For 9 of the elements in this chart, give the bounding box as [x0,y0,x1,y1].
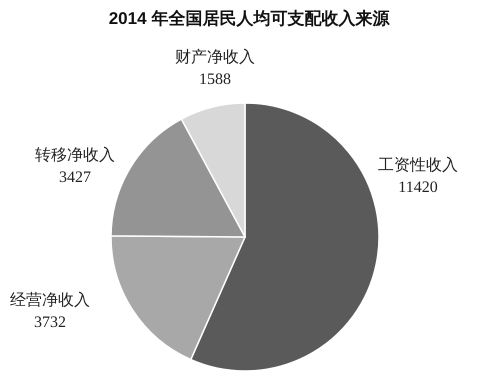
slice-label: 经营净收入 [10,291,90,309]
chart-title: 2014 年全国居民人均可支配收入来源 [108,9,390,28]
data-label: 1588 [199,71,231,88]
data-label: 3427 [59,169,91,186]
slice-label: 转移净收入 [35,146,115,164]
data-label: 11420 [398,179,438,196]
data-label: 3732 [34,314,66,331]
slice-label: 财产净收入 [175,48,255,66]
slice-label: 工资性收入 [378,156,458,174]
